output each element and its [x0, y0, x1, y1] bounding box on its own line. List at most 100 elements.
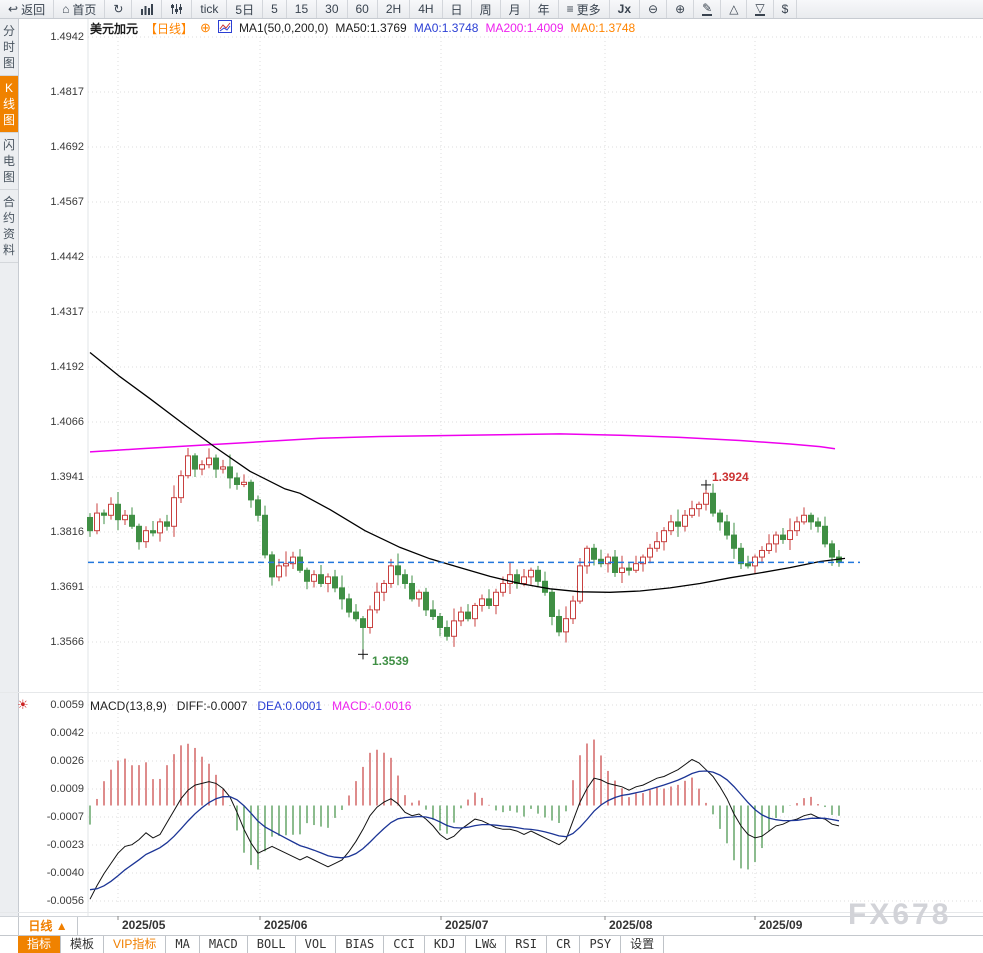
toolbar-button-week[interactable]: 周: [472, 0, 501, 18]
sidebar-item-char: 电: [2, 154, 15, 168]
toolbar-button-volume-settings[interactable]: [162, 0, 193, 18]
toolbar-button-label: 返回: [21, 2, 46, 17]
toolbar-button-zoom-in[interactable]: ⊕: [667, 0, 695, 18]
indicator-button-MA[interactable]: MA: [166, 936, 200, 953]
toolbar-button-day[interactable]: 日: [443, 0, 472, 18]
toolbar-button-h2[interactable]: 2H: [378, 0, 411, 18]
macd-value-1: DEA:0.0001: [257, 699, 323, 713]
kline-legend: 美元加元 【日线】 ⊕ MA1(50,0,200,0) MA50:1.3769 M…: [90, 20, 635, 36]
price-axis-label: 1.4317: [50, 306, 84, 318]
sidebar-item-char: 线: [2, 97, 15, 111]
sidebar-item-char: 资: [2, 227, 15, 241]
price-extreme-label: 1.3539: [372, 654, 409, 668]
watermark: FX678: [848, 898, 952, 931]
sidebar-item-char: 图: [2, 170, 15, 184]
toolbar-button-label: 周: [479, 2, 492, 17]
sliders-icon: [170, 3, 183, 15]
toolbar-button-5d[interactable]: 5日: [227, 0, 264, 18]
price-axis-label: 1.4066: [50, 416, 84, 428]
price-axis-label: 1.4942: [50, 31, 84, 43]
indicator-button-CR[interactable]: CR: [547, 936, 581, 953]
zoom-in-icon: ⊕: [675, 2, 686, 16]
top-toolbar: ↩ 返回 ⌂ 首页 ↻ tick 5日 5 15 30 60 2H 4H 日周月年 ≡ 更多 Jx ⊖ ⊕ ✎ △ ▽ $: [0, 0, 983, 19]
indicator-button-VOL[interactable]: VOL: [296, 936, 337, 953]
toolbar-button-price-tool[interactable]: $: [774, 0, 798, 18]
mini-chart-icon: [217, 20, 232, 36]
bar-chart-icon: [140, 3, 154, 15]
pencil-icon: ✎: [702, 1, 713, 16]
toolbar-button-m30[interactable]: 30: [317, 0, 348, 18]
price-axis-label: 1.4567: [50, 196, 84, 208]
toolbar-button-m15[interactable]: 15: [287, 0, 318, 18]
month-label: 2025/09: [759, 918, 803, 932]
toolbar-button-draw[interactable]: ✎: [694, 0, 722, 18]
back-arrow-icon: ↩: [8, 2, 19, 16]
toolbar-button-home[interactable]: ⌂ 首页: [54, 0, 106, 18]
price-extreme-label: 1.3924: [712, 470, 749, 484]
price-axis-label: 1.3816: [50, 526, 84, 538]
macd-axis-label: -0.0007: [46, 811, 84, 823]
toolbar-button-column-chart[interactable]: [132, 0, 163, 18]
macd-axis-label: 0.0042: [50, 727, 84, 739]
toolbar-button-refresh[interactable]: ↻: [105, 0, 133, 18]
toolbar-button-remove-indicator[interactable]: Jx: [610, 0, 640, 18]
indicator-button-指标[interactable]: 指标: [18, 936, 62, 953]
toolbar-button-m60[interactable]: 60: [348, 0, 378, 18]
toolbar-button-more[interactable]: ≡ 更多: [559, 0, 610, 18]
indicator-button-BOLL[interactable]: BOLL: [248, 936, 296, 953]
indicator-button-RSI[interactable]: RSI: [506, 936, 547, 953]
indicator-button-BIAS[interactable]: BIAS: [336, 936, 385, 953]
sidebar-item-char: 约: [2, 211, 15, 225]
sidebar-item-char: 合: [2, 195, 15, 209]
indicator-button-设置[interactable]: 设置: [621, 936, 665, 953]
price-axis-label: 1.4442: [50, 251, 84, 263]
indicator-button-VIP指标[interactable]: VIP指标: [104, 936, 167, 953]
ma-value-1: MA0:1.3748: [413, 21, 479, 35]
sidebar-item-char: 闪: [2, 138, 15, 152]
add-indicator-icon[interactable]: ⊕: [200, 20, 211, 35]
macd-legend: MACD(13,8,9) DIFF:-0.0007 DEA:0.0001 MACD:…: [90, 699, 411, 713]
toolbar-button-back[interactable]: ↩ 返回: [0, 0, 55, 18]
indicator-button-模板[interactable]: 模板: [61, 936, 105, 953]
toolbar-button-month[interactable]: 月: [501, 0, 530, 18]
toolbar-button-year[interactable]: 年: [530, 0, 559, 18]
toolbar-button-label: tick: [200, 2, 219, 16]
toolbar-button-label: 更多: [576, 2, 601, 17]
price-axis-label: 1.4192: [50, 361, 84, 373]
toolbar-button-label: 60: [355, 2, 369, 16]
toolbar-button-m5[interactable]: 5: [263, 0, 287, 18]
toolbar-button-label: 月: [508, 2, 521, 17]
toolbar-button-triangle-up[interactable]: △: [721, 0, 748, 18]
indicator-settings-icon[interactable]: ☀: [17, 697, 29, 712]
toolbar-button-zoom-out[interactable]: ⊖: [640, 0, 668, 18]
toolbar-button-tick[interactable]: tick: [192, 0, 228, 18]
sidebar-item-time-chart[interactable]: 分时图: [0, 19, 18, 76]
indicator-button-PSY[interactable]: PSY: [580, 936, 622, 953]
macd-value-0: DIFF:-0.0007: [176, 699, 248, 713]
indicator-button-MACD[interactable]: MACD: [200, 936, 248, 953]
toolbar-button-label: 15: [294, 2, 309, 16]
refresh-icon: ↻: [113, 2, 124, 16]
macd-axis-label: -0.0040: [46, 867, 84, 879]
toolbar-button-h4[interactable]: 4H: [410, 0, 443, 18]
toolbar-button-label: 4H: [418, 2, 434, 16]
macd-axis-label: -0.0056: [46, 895, 84, 907]
toolbar-button-label: 年: [537, 2, 550, 17]
sidebar-item-lightning-chart[interactable]: 闪电图: [0, 133, 18, 190]
period-selector[interactable]: 日线 ▲: [18, 917, 78, 935]
indicator-button-LW&[interactable]: LW&: [466, 936, 507, 953]
macd-axis-label: 0.0026: [50, 755, 84, 767]
home-icon: ⌂: [62, 2, 70, 16]
macd-axis-label: 0.0009: [50, 783, 84, 795]
macd-axis-label: 0.0059: [50, 699, 84, 711]
sidebar-item-contract-info[interactable]: 合约资料: [0, 190, 18, 263]
toolbar-button-triangle-down[interactable]: ▽: [747, 0, 774, 18]
dollar-icon: $: [781, 2, 789, 16]
sidebar-item-char: 图: [2, 56, 15, 70]
indicator-button-CCI[interactable]: CCI: [384, 936, 425, 953]
ma-value-2: MA200:1.4009: [485, 21, 564, 35]
indicator-button-KDJ[interactable]: KDJ: [425, 936, 466, 953]
toolbar-button-label: Jx: [617, 2, 631, 16]
